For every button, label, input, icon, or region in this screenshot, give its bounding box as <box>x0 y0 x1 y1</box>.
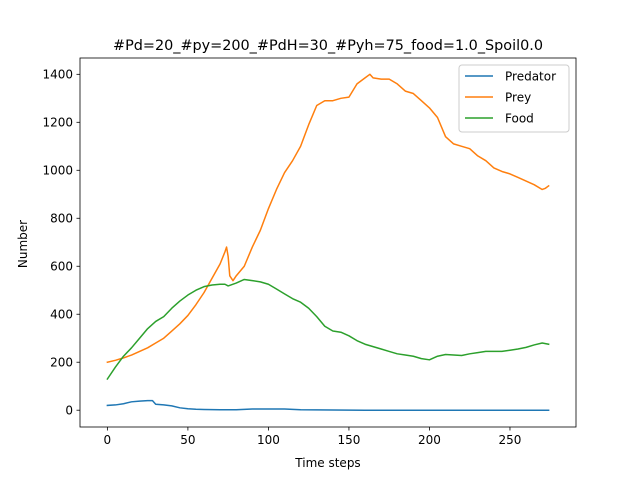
y-axis-label: Number <box>16 220 30 268</box>
y-tick-label: 600 <box>50 260 73 274</box>
series-line-food <box>106 278 550 381</box>
x-tick-label: 0 <box>104 433 112 447</box>
x-tick-label: 150 <box>337 433 360 447</box>
x-axis-label: Time steps <box>294 456 360 470</box>
y-tick-label: 1200 <box>42 116 73 130</box>
legend-label-predator: Predator <box>505 69 556 83</box>
y-tick-label: 200 <box>50 356 73 370</box>
legend-label-prey: Prey <box>505 90 531 104</box>
axes-frame <box>79 57 577 428</box>
series-line-prey <box>106 73 550 364</box>
x-tick-label: 200 <box>418 433 441 447</box>
legend-label-food: Food <box>505 111 534 125</box>
x-tick-label: 250 <box>499 433 522 447</box>
y-tick-label: 1400 <box>42 68 73 82</box>
x-tick-label: 100 <box>257 433 280 447</box>
y-tick-label: 1000 <box>42 164 73 178</box>
x-tick-label: 50 <box>180 433 195 447</box>
legend: Predator Prey Food <box>458 64 570 133</box>
y-tick-label: 0 <box>65 404 73 418</box>
y-tick-label: 400 <box>50 308 73 322</box>
chart-title: #Pd=20_#py=200_#PdH=30_#Pyh=75_food=1.0_… <box>113 38 543 54</box>
series-line-predator <box>106 399 550 411</box>
legend-box <box>458 64 570 133</box>
y-tick-label: 800 <box>50 212 73 226</box>
plot-area: 0 50 100 150 200 250 0 200 400 600 800 1000 1200 1400 <box>42 57 577 447</box>
